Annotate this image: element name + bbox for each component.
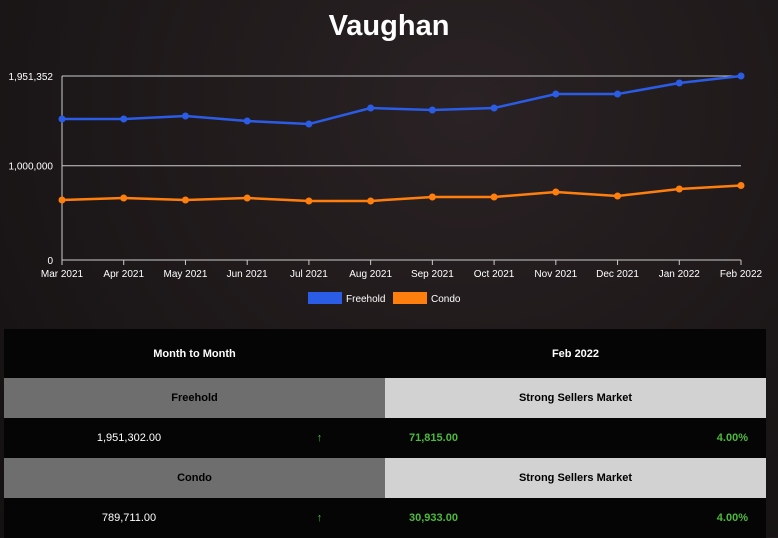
- series-line-condo: [61, 184, 742, 203]
- x-tick-label: Jan 2022: [659, 269, 701, 280]
- category-row: Freehold Strong Sellers Market: [4, 378, 766, 418]
- market-status: Strong Sellers Market: [385, 458, 766, 498]
- x-tick-label: Feb 2022: [720, 269, 763, 280]
- table-header-row: Month to Month Feb 2022: [4, 329, 766, 378]
- data-point: [490, 104, 498, 112]
- x-tick-label: Sep 2021: [411, 269, 454, 280]
- data-point: [552, 90, 560, 98]
- category-condo: Condo: [4, 458, 385, 498]
- value-row: 1,951,302.00 ↑ 71,815.00 4.00%: [4, 418, 766, 458]
- change: 30,933.00: [385, 498, 613, 538]
- data-point: [58, 196, 66, 204]
- stats-table: Month to Month Feb 2022 Freehold Strong …: [4, 329, 766, 538]
- price: 1,951,302.00: [4, 418, 254, 458]
- data-point: [305, 120, 313, 128]
- percent: 4.00%: [612, 498, 766, 538]
- y-tick-label: 0: [47, 256, 53, 267]
- y-tick-label: 1,951,352: [9, 72, 54, 83]
- line-chart: 0 1,000,000 1,951,352 Mar 2021 Apr 2021 May 2…: [9, 72, 763, 305]
- data-point: [737, 72, 745, 80]
- data-point: [737, 182, 745, 190]
- data-point: [675, 185, 683, 193]
- market-status: Strong Sellers Market: [385, 378, 766, 418]
- x-tick-label: Aug 2021: [349, 269, 392, 280]
- data-point: [675, 79, 683, 87]
- data-point: [243, 194, 251, 202]
- arrow-up-icon: ↑: [254, 418, 385, 458]
- data-point: [614, 192, 622, 200]
- price: 789,711.00: [4, 498, 254, 538]
- data-point: [490, 193, 498, 201]
- series-line-freehold: [62, 74, 742, 126]
- x-tick-label: Nov 2021: [534, 269, 577, 280]
- data-point: [243, 117, 251, 125]
- legend-label: Freehold: [346, 294, 385, 305]
- data-point: [367, 197, 375, 205]
- percent: 4.00%: [612, 418, 766, 458]
- data-point: [367, 104, 375, 112]
- x-tick-label: Mar 2021: [41, 269, 84, 280]
- x-tick-label: Jun 2021: [227, 269, 269, 280]
- x-tick-label: May 2021: [163, 269, 207, 280]
- data-point: [428, 106, 436, 114]
- change: 71,815.00: [385, 418, 613, 458]
- data-point: [181, 112, 189, 120]
- category-freehold: Freehold: [4, 378, 385, 418]
- data-point: [120, 194, 128, 202]
- arrow-up-icon: ↑: [254, 498, 385, 538]
- legend-label: Condo: [431, 294, 461, 305]
- data-point: [120, 115, 128, 123]
- header-month-to-month: Month to Month: [4, 329, 385, 378]
- legend-swatch: [393, 292, 427, 304]
- page-title: Vaughan: [328, 10, 450, 42]
- data-point: [614, 90, 622, 98]
- x-tick-label: Jul 2021: [290, 269, 328, 280]
- x-tick-label: Dec 2021: [596, 269, 639, 280]
- category-row: Condo Strong Sellers Market: [4, 458, 766, 498]
- data-point: [428, 193, 436, 201]
- x-tick-label: Apr 2021: [103, 269, 144, 280]
- x-tick-label: Oct 2021: [474, 269, 515, 280]
- data-point: [552, 188, 560, 196]
- data-point: [305, 197, 313, 205]
- header-month: Feb 2022: [385, 329, 766, 378]
- y-tick-label: 1,000,000: [9, 162, 54, 173]
- legend-swatch: [308, 292, 342, 304]
- data-point: [181, 196, 189, 204]
- data-point: [58, 115, 66, 123]
- value-row: 789,711.00 ↑ 30,933.00 4.00%: [4, 498, 766, 538]
